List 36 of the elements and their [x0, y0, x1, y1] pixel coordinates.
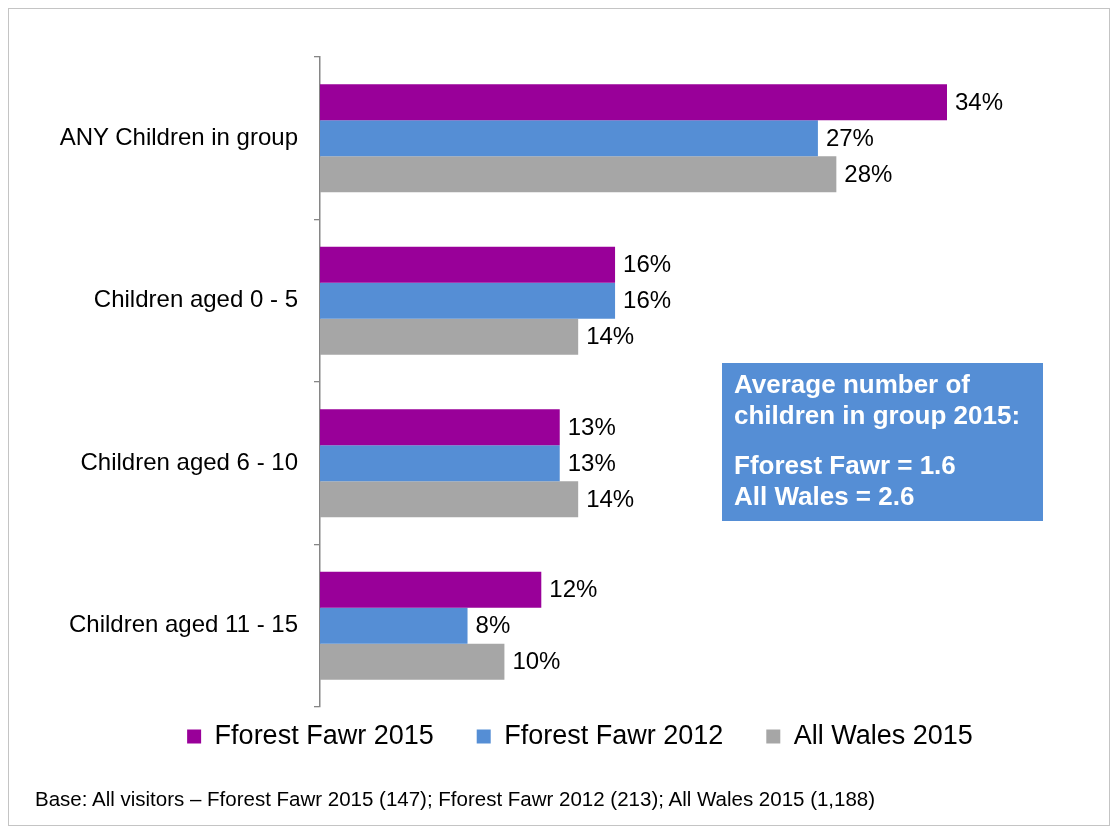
bar	[320, 481, 579, 518]
legend-label: Fforest Fawr 2015	[214, 719, 434, 750]
legend-label: Fforest Fawr 2012	[504, 719, 724, 750]
bar	[320, 84, 947, 121]
annotation: Fforest Fawr = 1.6	[734, 450, 957, 481]
data-label: 8%	[475, 611, 511, 639]
bar	[320, 120, 818, 157]
data-label: 13%	[567, 448, 616, 476]
legend-label: All Wales 2015	[793, 719, 973, 750]
bar	[320, 409, 560, 446]
data-label: 28%	[844, 159, 893, 187]
bar	[320, 246, 616, 283]
data-label: 10%	[512, 647, 561, 675]
data-label: 14%	[586, 322, 635, 350]
bar	[320, 318, 579, 355]
data-label: 27%	[825, 123, 874, 151]
annotation: Average number of children in group 2015:	[734, 369, 1022, 431]
note-box: Average number of children in group 2015: Fforest Fawr = 1.6 All Wales = 2.6	[722, 363, 1043, 521]
bar	[320, 571, 542, 608]
y-tick-label: ANY Children in group	[59, 122, 298, 150]
y-tick-label: Children aged 6 - 10	[80, 447, 298, 475]
bar	[320, 282, 616, 319]
bar	[320, 156, 837, 193]
bar	[320, 643, 505, 680]
data-label: 16%	[623, 250, 672, 278]
annotation: All Wales = 2.6	[734, 481, 916, 512]
y-tick-label: Children aged 0 - 5	[93, 285, 298, 313]
data-label: 16%	[623, 286, 672, 314]
text: Base: All visitors – Fforest Fawr 2015 (147); Fforest Fawr 2012 (213); All Wales 2015 (1,188)	[35, 787, 876, 811]
bar	[320, 607, 468, 644]
data-label: 12%	[549, 575, 598, 603]
bar	[320, 445, 560, 482]
y-tick-label: Children aged 11 - 15	[68, 610, 298, 638]
data-label: 13%	[567, 412, 616, 440]
data-label: 14%	[586, 484, 635, 512]
data-label: 34%	[955, 87, 1004, 115]
